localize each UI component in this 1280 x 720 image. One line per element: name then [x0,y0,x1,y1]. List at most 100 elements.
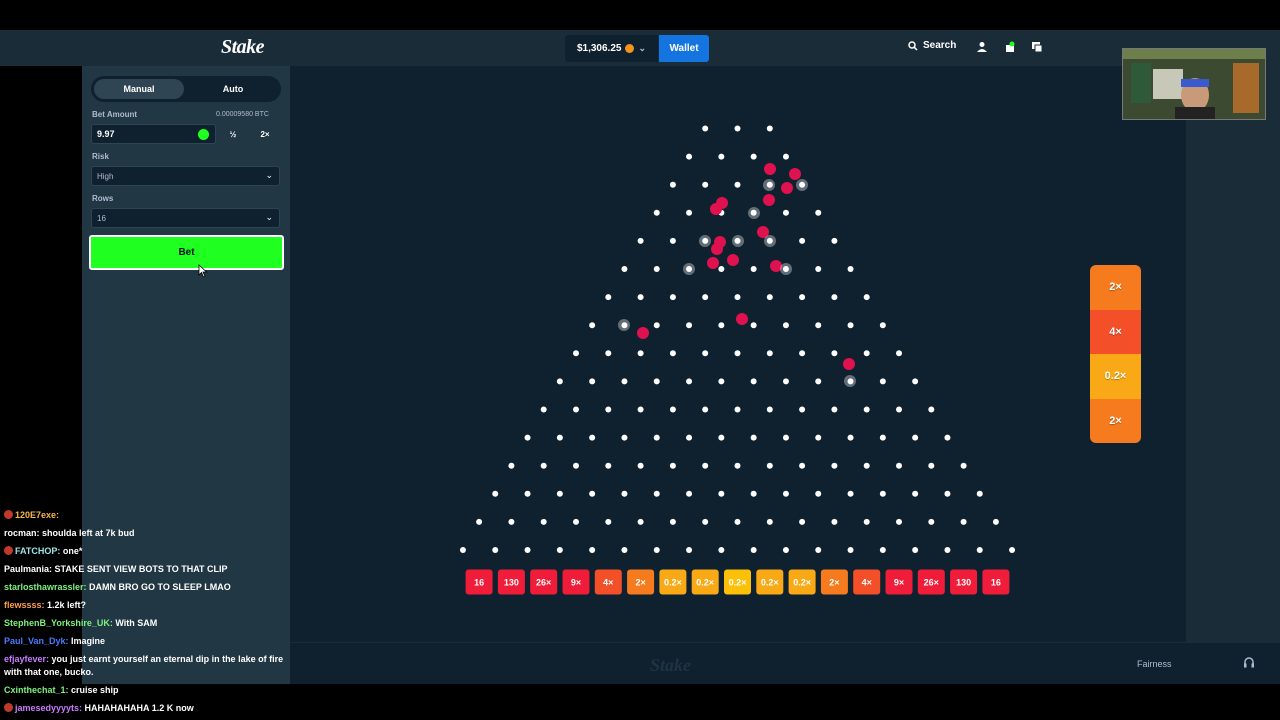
plinko-peg [524,547,531,553]
plinko-peg [750,434,757,441]
plinko-peg [944,490,951,497]
plinko-peg [621,434,628,441]
plinko-peg [960,462,967,469]
plinko-peg [912,434,919,441]
plinko-peg [782,153,789,160]
fairness-link[interactable]: Fairness [1137,659,1172,669]
plinko-peg [782,322,789,329]
chat-username[interactable]: 120E7exe: [15,510,60,520]
plinko-peg [669,350,676,357]
chat-username[interactable]: Cxinthechat_1: [4,685,69,695]
multiplier-bucket [885,569,913,595]
chat-text: shoulda left at 7k bud [39,528,135,538]
plinko-peg [621,490,628,497]
plinko-ball [707,257,719,269]
chat-icon[interactable] [1031,41,1043,53]
chat-username[interactable]: StephenB_Yorkshire_UK: [4,618,113,628]
multiplier-bucket [756,569,784,595]
plinko-peg [686,434,693,441]
plinko-peg [653,547,660,553]
plinko-peg [782,266,789,272]
plinko-peg [718,266,725,272]
chat-message: 120E7exe: [4,506,59,524]
plinko-ball [789,168,801,180]
half-bet-button[interactable]: ½ [229,129,237,139]
chat-message: Paulmania: STAKE SENT VIEW BOTS TO THAT … [4,560,228,578]
plinko-peg [653,434,660,441]
plinko-peg [669,294,676,301]
multiplier-bucket [788,569,816,595]
user-icon[interactable] [976,41,988,53]
footer-logo: Stake [650,655,692,675]
plinko-peg [799,462,806,469]
chat-message: Paul_Van_Dyk: Imagine [4,632,105,650]
multiplier-label: 0.2× [761,578,779,588]
plinko-peg [831,518,838,525]
plinko-peg [912,490,919,497]
plinko-peg [734,237,741,244]
multiplier-label: 4× [603,578,613,588]
chat-username[interactable]: Paulmania: [4,564,53,574]
multiplier-label: 130 [504,578,519,588]
tab-auto[interactable]: Auto [222,84,244,94]
chat-message: StephenB_Yorkshire_UK: With SAM [4,614,157,632]
headset-icon[interactable] [1242,656,1256,670]
plinko-peg [944,547,951,553]
chat-message: FATCHOP: one* [4,542,82,560]
chat-username[interactable]: starlosthawrassler: [4,582,87,592]
multiplier-label: 9× [571,578,581,588]
plinko-peg [605,518,612,525]
search-button[interactable]: Search [908,40,956,51]
multiplier-label: 0.2× [696,578,714,588]
multiplier-bucket [982,569,1010,595]
stake-logo[interactable]: Stake [221,36,265,58]
rows-select[interactable]: 16 ⌄ [91,208,280,228]
bet-amount-input[interactable]: 9.97 [91,124,216,144]
plinko-peg [799,350,806,357]
chat-text: DAMN BRO GO TO SLEEP LMAO [86,582,231,592]
plinko-peg [621,266,628,272]
plinko-ball [736,313,748,325]
plinko-peg [831,237,838,244]
multiplier-bucket [594,569,622,595]
mouse-cursor-icon [198,264,208,278]
double-bet-button[interactable]: 2× [260,129,270,139]
plinko-peg [799,294,806,301]
bet-button[interactable]: Bet [89,235,284,270]
plinko-peg [1009,547,1016,553]
plinko-peg [589,378,596,385]
chat-username[interactable]: flewssss: [4,600,45,610]
plinko-peg [556,490,563,497]
risk-label: Risk [92,152,109,161]
plinko-peg [879,378,886,385]
plinko-peg [702,181,709,188]
search-label: Search [923,40,957,51]
peg-hit-glow [732,235,744,247]
chevron-down-icon: ⌄ [638,43,647,53]
multiplier-label: 4× [862,578,872,588]
plinko-peg [815,322,822,329]
chat-username[interactable]: jamesedyyyyts: [15,703,83,713]
multiplier-label: 2× [829,578,839,588]
plinko-peg [750,322,757,329]
plinko-peg [928,462,935,469]
rows-label: Rows [92,194,114,203]
multiplier-bucket [465,569,493,595]
chat-username[interactable]: efjayfever: [4,654,50,664]
plinko-peg [782,490,789,497]
plinko-peg [718,490,725,497]
multiplier-bucket [724,569,751,595]
chat-username[interactable]: Paul_Van_Dyk: [4,636,69,646]
chat-text: HAHAHAHAHA 1.2 K now [82,703,194,713]
tab-manual[interactable]: Manual [94,79,184,99]
plinko-peg [573,518,579,525]
chat-username[interactable]: rocman: [4,528,40,538]
risk-select[interactable]: High ⌄ [91,166,280,186]
plinko-peg [702,406,709,413]
gift-icon[interactable] [1004,41,1016,53]
wallet-button[interactable]: Wallet [659,35,709,62]
balance-dropdown[interactable]: $1,306.25 ⌄ [565,35,658,62]
chat-username[interactable]: FATCHOP: [15,546,61,556]
chat-text: 1.2k left? [44,600,87,610]
plinko-peg [766,294,773,301]
